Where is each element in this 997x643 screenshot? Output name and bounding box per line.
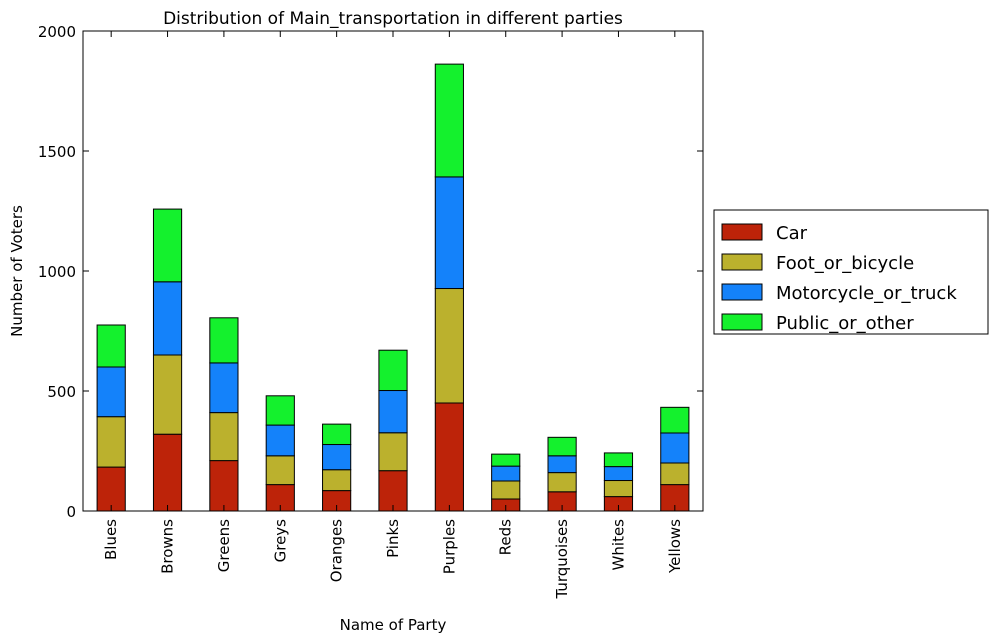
x-axis-label: Name of Party [340, 616, 447, 634]
legend-label: Car [776, 223, 808, 244]
legend-label: Motorcycle_or_truck [776, 283, 957, 304]
bar-turquoises-foot-or-bicycle [547, 472, 577, 493]
legend-swatch [721, 253, 763, 271]
x-tick-label: Turquoises [553, 519, 571, 600]
bar-reds-foot-or-bicycle [491, 480, 521, 500]
bar-browns-motorcycle-or-truck [152, 281, 183, 356]
bar-reds-motorcycle-or-truck [491, 465, 521, 482]
legend: Car Foot_or_bicycle Motorcycle_or_truck Pub… [713, 209, 989, 335]
bar-greys-public-or-other [265, 395, 295, 426]
bar-turquoises-motorcycle-or-truck [547, 455, 577, 474]
bar-reds-public-or-other [491, 453, 521, 467]
bar-browns-car [152, 433, 183, 512]
plot-frame [82, 30, 704, 512]
bar-blues-public-or-other [96, 324, 126, 368]
chart-title: Distribution of Main_transportation in d… [163, 9, 623, 29]
bar-whites-public-or-other [603, 452, 634, 468]
y-tick-label: 0 [66, 503, 76, 521]
bar-purples-public-or-other [434, 63, 464, 178]
bar-purples-motorcycle-or-truck [434, 176, 464, 290]
bar-whites-foot-or-bicycle [603, 480, 634, 498]
bar-pinks-foot-or-bicycle [378, 432, 408, 472]
y-tick-label: 500 [47, 383, 76, 401]
legend-swatch [721, 223, 763, 241]
bar-greens-public-or-other [209, 317, 239, 364]
bars-group [96, 63, 690, 512]
bar-yellows-public-or-other [660, 406, 690, 434]
y-tick-label: 2000 [38, 23, 76, 41]
x-tick-label: Oranges [328, 519, 346, 582]
x-tick-label: Whites [609, 519, 627, 571]
x-tick-label: Pinks [384, 519, 402, 558]
y-tick-label: 1000 [38, 263, 76, 281]
x-tick-label: Yellows [666, 519, 684, 574]
bar-purples-car [434, 402, 464, 512]
bar-blues-foot-or-bicycle [96, 416, 126, 468]
bar-oranges-foot-or-bicycle [322, 469, 352, 492]
bar-browns-foot-or-bicycle [152, 354, 183, 435]
legend-swatch [721, 283, 763, 301]
x-tick-label: Greys [271, 519, 289, 563]
x-tick-label: Greens [215, 519, 233, 572]
bar-blues-motorcycle-or-truck [96, 366, 126, 418]
y-tick-label: 1500 [38, 143, 76, 161]
legend-label: Public_or_other [776, 313, 914, 334]
legend-swatch [721, 313, 763, 331]
bar-browns-public-or-other [152, 208, 183, 283]
bar-turquoises-public-or-other [547, 436, 577, 457]
bar-oranges-motorcycle-or-truck [322, 444, 352, 471]
bar-greens-car [209, 460, 239, 512]
bar-purples-foot-or-bicycle [434, 288, 464, 404]
bar-greens-foot-or-bicycle [209, 412, 239, 462]
axes-group: 0 500 1000 1500 2000 Blues Browns Greens Greys Or… [38, 23, 703, 600]
bar-pinks-public-or-other [378, 349, 408, 392]
bar-greys-motorcycle-or-truck [265, 424, 295, 457]
bar-yellows-foot-or-bicycle [660, 462, 690, 486]
bar-oranges-public-or-other [322, 423, 352, 446]
bar-greens-motorcycle-or-truck [209, 362, 239, 414]
x-tick-label: Browns [159, 519, 177, 574]
x-tick-label: Blues [102, 519, 120, 560]
y-axis-label: Number of Voters [8, 205, 26, 337]
legend-label: Foot_or_bicycle [776, 253, 914, 274]
x-tick-label: Purples [440, 519, 458, 574]
x-tick-label: Reds [497, 519, 515, 555]
bar-yellows-motorcycle-or-truck [660, 432, 690, 464]
bar-whites-motorcycle-or-truck [603, 466, 634, 482]
bar-greys-foot-or-bicycle [265, 455, 295, 486]
bar-blues-car [96, 466, 126, 512]
bar-pinks-car [378, 470, 408, 512]
bar-pinks-motorcycle-or-truck [378, 390, 408, 434]
